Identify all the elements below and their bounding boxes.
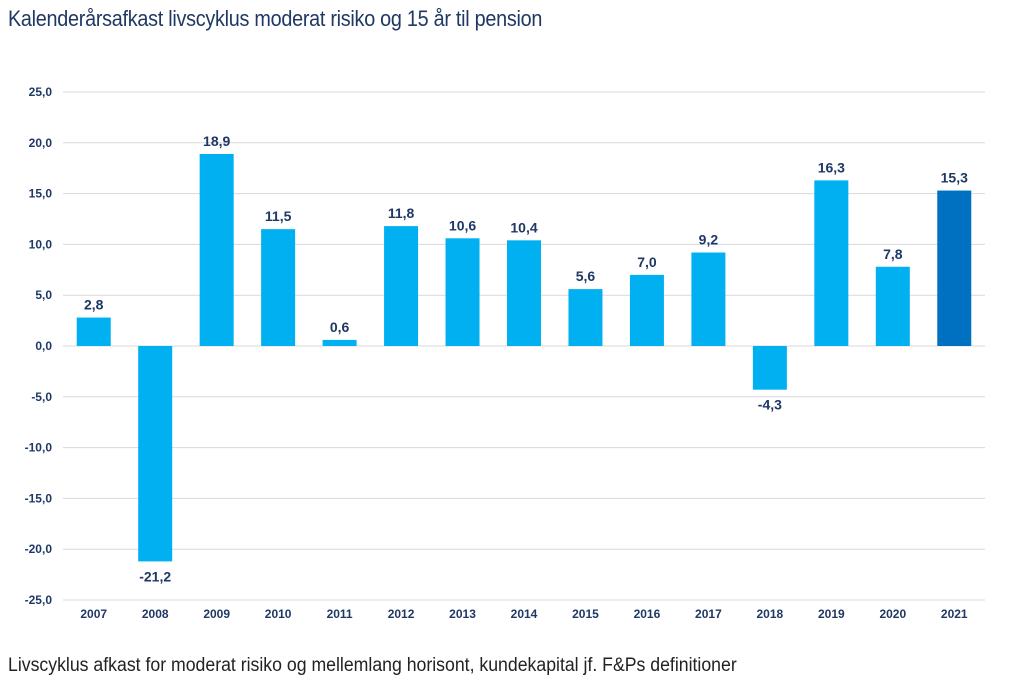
bar-2018 <box>752 346 787 390</box>
y-tick-label: -25,0 <box>25 593 53 607</box>
y-tick-label: 20,0 <box>29 136 53 150</box>
data-label-2015: 5,6 <box>576 268 596 284</box>
bar-2014 <box>507 240 541 346</box>
x-tick-label: 2011 <box>327 607 353 621</box>
x-tick-label: 2012 <box>388 607 415 621</box>
data-label-2020: 7,8 <box>883 246 903 262</box>
y-tick-label: 15,0 <box>29 187 53 201</box>
x-tick-label: 2015 <box>572 607 599 621</box>
bar-2009 <box>199 153 234 346</box>
bar-2011 <box>322 339 357 346</box>
bar-2021 <box>937 190 972 346</box>
data-label-2014: 10,4 <box>510 219 537 235</box>
x-tick-label: 2017 <box>695 607 722 621</box>
y-tick-label: 25,0 <box>29 85 53 99</box>
y-tick-label: -15,0 <box>25 491 53 505</box>
bar-2015 <box>568 289 603 346</box>
footnote: Livscyklus afkast for moderat risiko og … <box>8 655 737 676</box>
x-tick-label: 2013 <box>449 607 476 621</box>
data-label-2011: 0,6 <box>330 319 350 335</box>
data-label-2017: 9,2 <box>699 232 719 248</box>
data-label-2007: 2,8 <box>84 297 104 313</box>
x-tick-label: 2014 <box>511 607 538 621</box>
bar-2019 <box>814 180 849 346</box>
bar-2010 <box>261 229 296 346</box>
data-label-2012: 11,8 <box>388 205 415 221</box>
y-tick-label: -5,0 <box>31 390 52 404</box>
y-tick-label: 0,0 <box>35 339 52 353</box>
x-tick-label: 2009 <box>203 607 230 621</box>
data-label-2008: -21,2 <box>139 568 171 584</box>
x-tick-label: 2020 <box>879 607 906 621</box>
y-tick-label: -10,0 <box>25 441 53 455</box>
x-tick-label: 2021 <box>941 607 968 621</box>
bar-2017 <box>691 252 726 346</box>
bar-2016 <box>629 274 664 346</box>
x-tick-label: 2010 <box>265 607 292 621</box>
data-label-2019: 16,3 <box>818 159 845 175</box>
data-label-2010: 11,5 <box>265 208 292 224</box>
bar-2008 <box>138 346 173 562</box>
chart-title: Kalenderårsafkast livscyklus moderat ris… <box>8 6 543 31</box>
bar-2013 <box>445 238 480 346</box>
x-tick-label: 2008 <box>142 607 169 621</box>
bar-2012 <box>384 226 419 346</box>
data-label-2009: 18,9 <box>203 133 230 149</box>
data-label-2018: -4,3 <box>758 397 782 413</box>
x-tick-label: 2019 <box>818 607 845 621</box>
x-tick-label: 2007 <box>80 607 107 621</box>
x-tick-label: 2018 <box>757 607 784 621</box>
y-tick-label: 10,0 <box>29 237 53 251</box>
x-tick-label: 2016 <box>634 607 661 621</box>
data-label-2013: 10,6 <box>449 217 476 233</box>
y-tick-label: 5,0 <box>35 288 52 302</box>
bar-2020 <box>875 266 910 346</box>
data-label-2016: 7,0 <box>637 254 657 270</box>
data-label-2021: 15,3 <box>941 170 968 186</box>
bar-2007 <box>76 317 111 346</box>
y-tick-label: -20,0 <box>25 542 53 556</box>
